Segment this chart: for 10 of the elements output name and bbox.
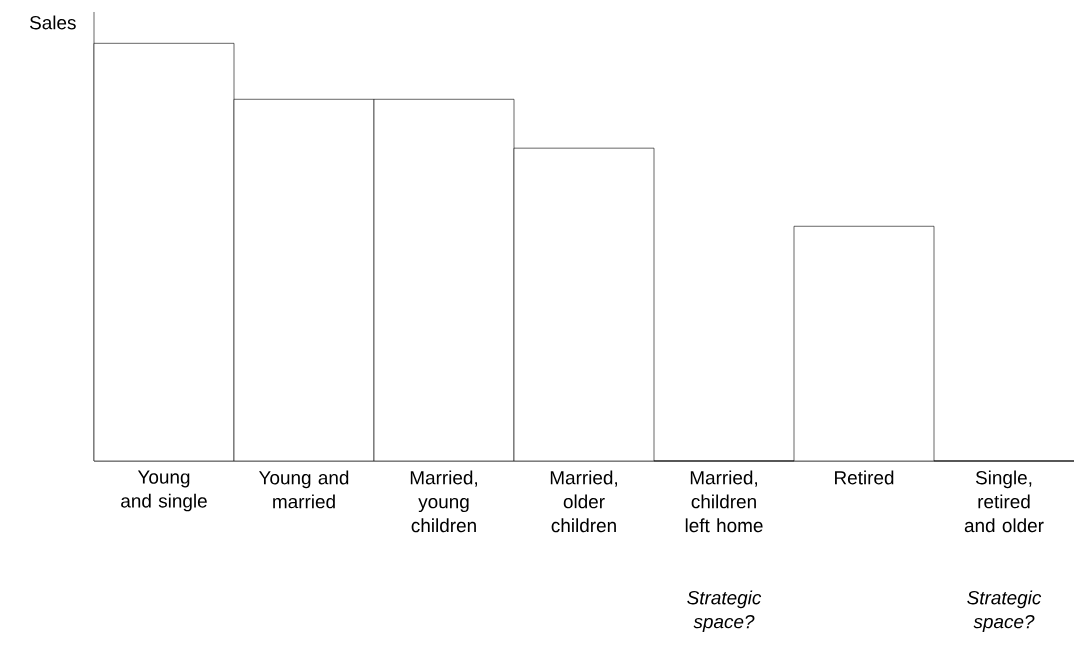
x-tick-label: Married, young children — [410, 470, 477, 533]
text: Strategic space? — [687, 590, 762, 633]
x-tick-label: Young and married — [258, 470, 349, 509]
x-tick-label: Retired — [835, 470, 894, 485]
x-tick-label: Young and single — [121, 470, 207, 512]
text: Strategic space? — [967, 590, 1042, 633]
x-tick-label: Single, retired and older — [964, 470, 1044, 533]
y-axis-title: Sales — [29, 15, 76, 30]
x-tick-label: Married, children left home — [685, 470, 763, 533]
x-tick-label: Married, older children — [550, 470, 618, 533]
